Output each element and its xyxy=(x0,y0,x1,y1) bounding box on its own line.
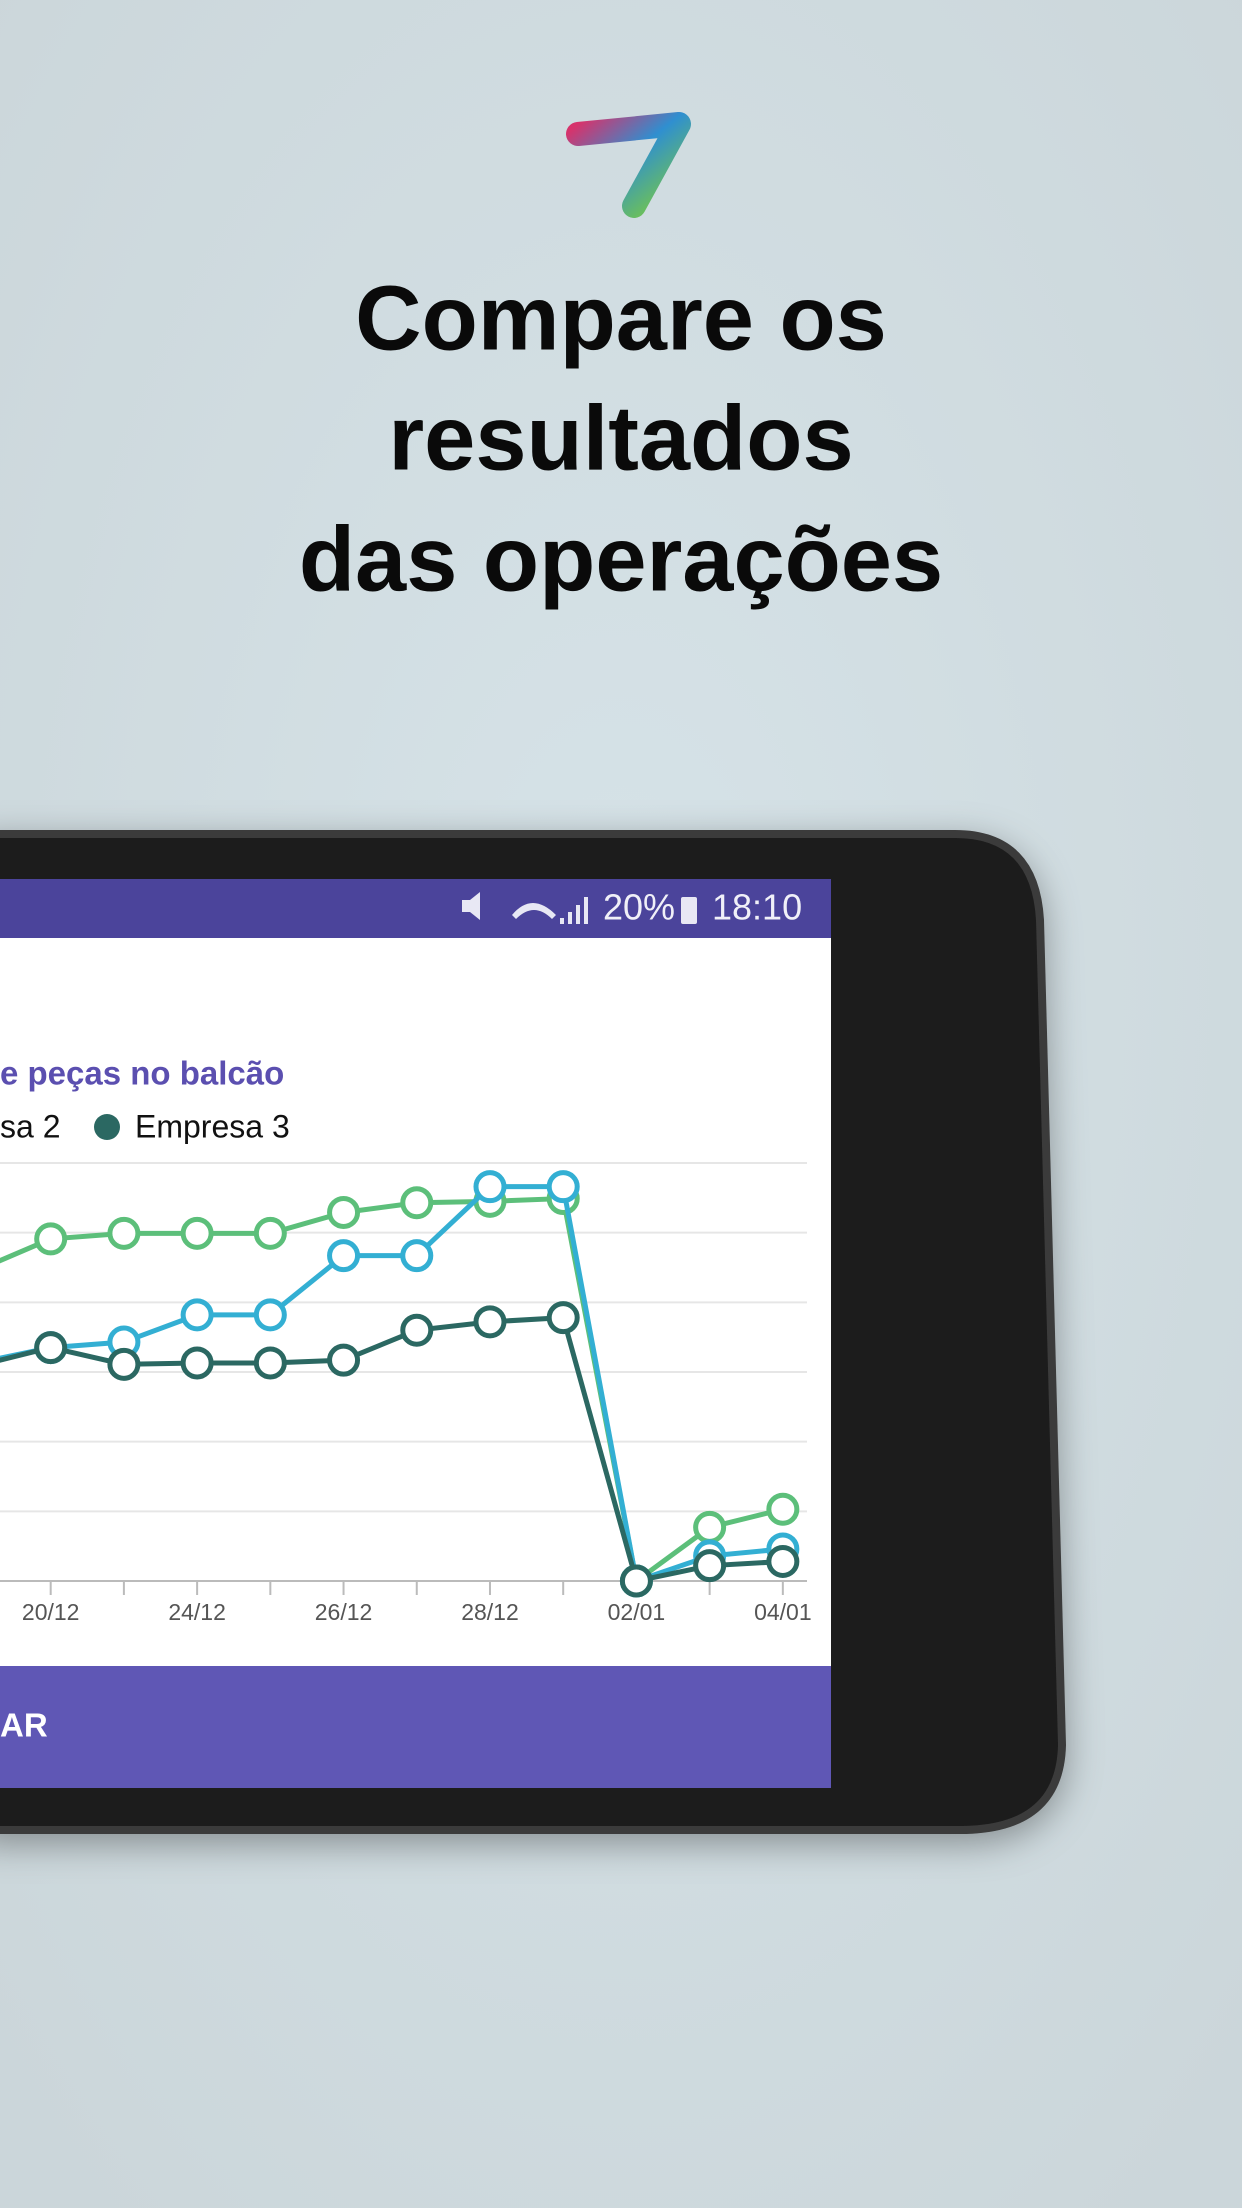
x-tick-label: 24/12 xyxy=(168,1599,226,1625)
data-point xyxy=(327,1239,361,1273)
action-button[interactable] xyxy=(0,1666,831,1788)
data-point xyxy=(253,1346,287,1380)
headline-line: Compare os xyxy=(355,267,887,369)
x-tick-label: 02/01 xyxy=(608,1599,666,1625)
data-point xyxy=(180,1346,214,1380)
mute-icon xyxy=(462,892,480,920)
signal-icon xyxy=(576,905,580,924)
data-point xyxy=(546,1170,580,1204)
data-point xyxy=(766,1544,800,1578)
data-point xyxy=(327,1343,361,1377)
status-icons xyxy=(462,892,697,924)
data-point xyxy=(473,1305,507,1339)
headline-line: resultados xyxy=(388,387,853,489)
data-point xyxy=(400,1313,434,1347)
data-point xyxy=(619,1564,653,1598)
data-point xyxy=(546,1301,580,1335)
logo xyxy=(566,112,691,218)
chart-title: e peças no balcão xyxy=(0,1055,284,1092)
legend-label: sa 2 xyxy=(0,1108,60,1144)
data-point xyxy=(107,1347,141,1381)
data-point xyxy=(400,1186,434,1220)
legend-swatch xyxy=(94,1114,120,1140)
data-point xyxy=(253,1298,287,1332)
data-point xyxy=(473,1170,507,1204)
headline-line: das operações xyxy=(299,508,943,610)
battery-text: 20% xyxy=(603,887,675,928)
signal-icon xyxy=(560,918,564,924)
data-point xyxy=(180,1298,214,1332)
status-bar xyxy=(0,879,831,938)
data-point xyxy=(180,1216,214,1250)
x-tick-label: 20/12 xyxy=(22,1599,80,1625)
battery-icon xyxy=(681,897,697,924)
legend-label: Empresa 3 xyxy=(135,1108,290,1144)
data-point xyxy=(34,1331,68,1365)
wifi-icon xyxy=(512,903,556,919)
x-tick-label: 28/12 xyxy=(461,1599,519,1625)
signal-icon xyxy=(584,897,588,924)
plot: 20/12 24/12 26/12 28/12 02/01 04/01 xyxy=(0,1162,812,1625)
x-tick-label: 04/01 xyxy=(754,1599,812,1625)
x-tick-label: 26/12 xyxy=(315,1599,373,1625)
data-point xyxy=(766,1492,800,1526)
data-point xyxy=(253,1216,287,1250)
button-label[interactable]: AR xyxy=(0,1707,48,1744)
data-point xyxy=(34,1222,68,1256)
data-point xyxy=(693,1510,727,1544)
data-point xyxy=(400,1239,434,1273)
data-point xyxy=(693,1549,727,1583)
data-point xyxy=(327,1195,361,1229)
clock: 18:10 xyxy=(712,887,802,928)
signal-icon xyxy=(568,912,572,924)
data-point xyxy=(107,1216,141,1250)
